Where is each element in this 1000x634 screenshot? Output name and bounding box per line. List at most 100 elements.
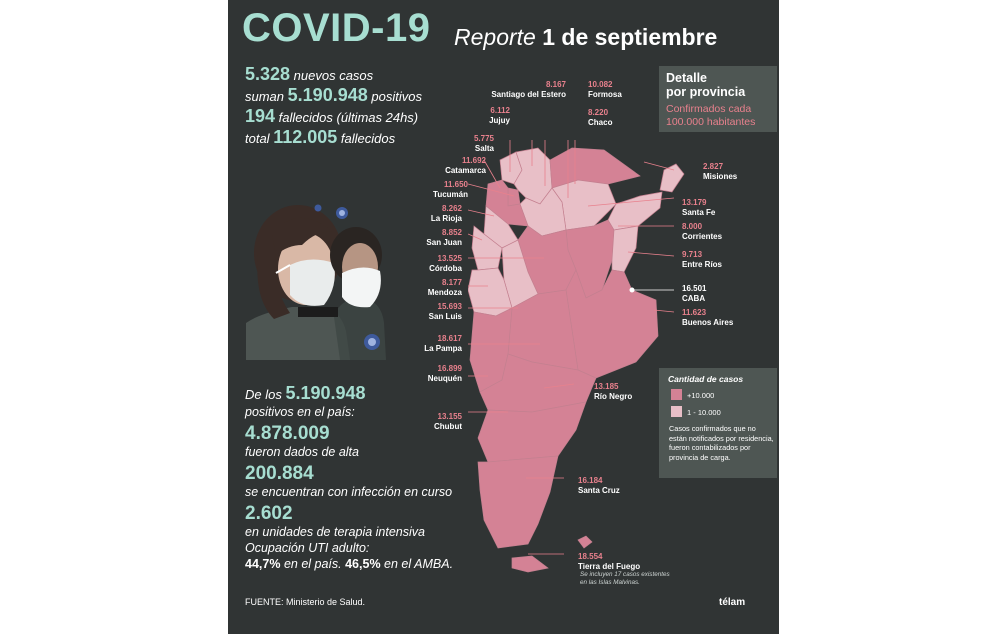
deaths-window: (últimas 24hs) — [336, 110, 419, 125]
total-deaths-text: fallecidos — [340, 131, 396, 146]
deaths-number: 194 — [245, 106, 276, 126]
detail-box: Detalle por provincia Confirmados cada 1… — [659, 66, 777, 132]
virus-icon-1 — [314, 204, 322, 212]
total-prefix: total — [245, 131, 270, 146]
new-cases-text: nuevos casos — [293, 68, 374, 83]
map-misiones — [659, 163, 685, 193]
leader-lines — [468, 140, 675, 555]
province-name: Tierra del Fuego — [578, 562, 641, 571]
province-name: Chubut — [434, 422, 462, 431]
discharged-number: 4.878.009 — [245, 423, 330, 444]
new-cases-line: 5.328 nuevos casos — [245, 64, 373, 85]
province-name: Entre Ríos — [682, 260, 723, 269]
new-cases-number: 5.328 — [245, 64, 291, 84]
infographic-panel: COVID-19 Reporte 1 de septiembre 5.328 n… — [228, 0, 779, 634]
province-name: Santiago del Estero — [491, 90, 566, 99]
legend-swatch-high — [671, 389, 682, 400]
deaths-line: 194 fallecidos (últimas 24hs) — [245, 106, 418, 127]
stats-intro-prefix: De los — [245, 387, 282, 402]
malvinas-note-line2: en las Islas Malvinas. — [580, 579, 640, 586]
icu-occupancy-label: Ocupación UTI adulto: — [245, 541, 370, 555]
province-value: 8.177 — [441, 278, 462, 287]
province-value: 18.617 — [437, 334, 462, 343]
icu-occupancy-country-text: en el país. — [283, 557, 342, 571]
icu-occupancy-country-value: 44,7% — [245, 557, 281, 571]
province-value: 8.852 — [441, 228, 462, 237]
map-corrientes — [607, 191, 663, 231]
total-deaths-number: 112.005 — [273, 127, 338, 147]
province-value: 16.184 — [578, 476, 603, 485]
detail-box-subtitle: Confirmados cada 100.000 habitantes — [666, 103, 774, 129]
detail-title-line1: Detalle — [666, 71, 707, 85]
icu-occupancy-amba-value: 46,5% — [345, 557, 381, 571]
province-name: Chaco — [588, 118, 613, 127]
icu-occupancy-values: 44,7% en el país. 46,5% en el AMBA. — [245, 557, 453, 571]
total-positive-line: suman 5.190.948 positivos — [245, 85, 422, 106]
province-name: Santa Cruz — [578, 486, 620, 495]
province-name: San Juan — [426, 238, 462, 247]
province-value: 13.155 — [437, 412, 462, 421]
masked-people-illustration — [246, 195, 396, 360]
map-santa-cruz — [477, 455, 559, 549]
active-text: se encuentran con infección en curso — [245, 485, 453, 499]
sum-prefix: suman — [245, 89, 285, 104]
legend-label-low: 1 - 10.000 — [687, 408, 721, 417]
subtitle-date: 1 de septiembre — [542, 24, 718, 50]
map-caba-marker — [629, 287, 635, 293]
subtitle-prefix: Reporte — [454, 24, 536, 50]
legend-swatch-low — [671, 406, 682, 417]
legend-note: Casos confirmados que no están notificad… — [669, 424, 774, 462]
icu-occupancy-amba-text: en el AMBA. — [384, 557, 454, 571]
province-value: 8.220 — [588, 108, 609, 117]
detail-box-title: Detalle por provincia — [666, 71, 774, 99]
province-value: 9.713 — [682, 250, 703, 259]
province-name: La Rioja — [430, 214, 462, 223]
virus-icon-3 — [364, 334, 380, 350]
map-tierra-del-fuego — [511, 555, 549, 573]
province-name: La Pampa — [424, 344, 462, 353]
province-name: Mendoza — [427, 288, 462, 297]
argentina-map — [468, 140, 685, 573]
province-value: 8.167 — [545, 80, 566, 89]
province-name: Neuquén — [427, 374, 462, 383]
legend-label-high: +10.000 — [687, 391, 715, 400]
detail-title-line2: por provincia — [666, 85, 746, 99]
active-number: 200.884 — [245, 463, 314, 484]
province-name: Salta — [474, 144, 494, 153]
province-value: 13.525 — [437, 254, 462, 263]
province-name: Misiones — [703, 172, 738, 181]
province-name: Formosa — [588, 90, 622, 99]
province-value: 16.501 — [682, 284, 707, 293]
province-name: Tucumán — [433, 190, 468, 199]
map-chubut — [477, 401, 587, 463]
source-note: FUENTE: Ministerio de Salud. — [245, 597, 366, 607]
icu-text: en unidades de terapia intensiva — [245, 525, 425, 539]
province-value: 8.000 — [682, 222, 703, 231]
brand-logo: télam — [719, 597, 746, 608]
province-name: Buenos Aires — [682, 318, 734, 327]
province-value: 2.827 — [703, 162, 724, 171]
province-name: Córdoba — [429, 264, 462, 273]
province-name: Corrientes — [682, 232, 723, 241]
province-value: 5.775 — [473, 134, 494, 143]
province-value: 6.112 — [490, 106, 510, 115]
map-malvinas — [577, 535, 593, 549]
province-name: CABA — [682, 294, 706, 303]
total-positive-text: positivos — [371, 89, 422, 104]
total-positive-number: 5.190.948 — [287, 85, 368, 105]
legend-title: Cantidad de casos — [668, 374, 744, 384]
province-name: Jujuy — [489, 116, 510, 125]
stats-intro: De los 5.190.948 — [245, 383, 366, 404]
province-name: San Luis — [428, 312, 462, 321]
map-tucuman — [507, 187, 521, 207]
page-subtitle: Reporte 1 de septiembre — [454, 24, 717, 51]
malvinas-note-line1: Se incluyen 17 casos existentes — [580, 571, 670, 578]
province-value: 13.179 — [682, 198, 707, 207]
page-title: COVID-19 — [242, 6, 431, 50]
province-name: Río Negro — [594, 392, 633, 401]
province-name: Santa Fe — [682, 208, 716, 217]
province-value: 8.262 — [441, 204, 462, 213]
icu-number: 2.602 — [245, 503, 293, 524]
province-value: 10.082 — [588, 80, 613, 89]
